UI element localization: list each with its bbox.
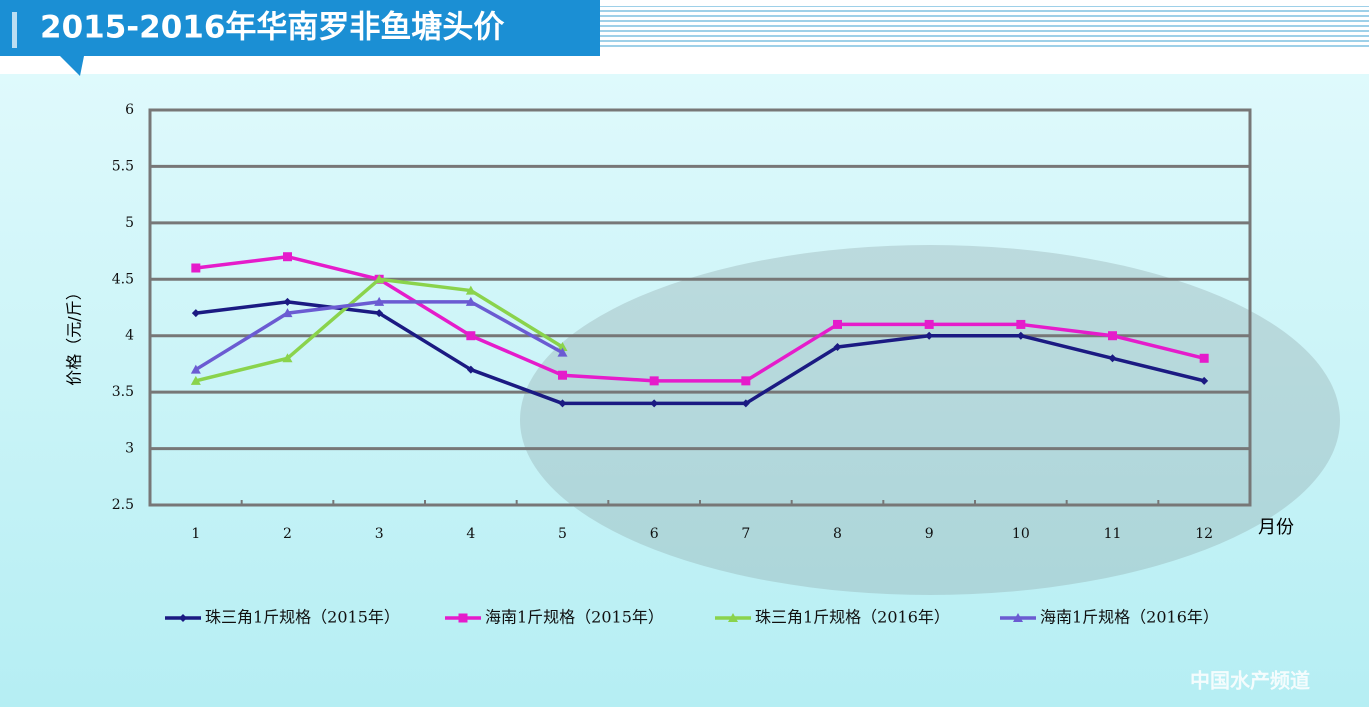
data-point [833, 319, 842, 329]
data-point [557, 347, 568, 357]
banner-mark [12, 12, 17, 48]
series-line [195, 254, 1205, 383]
data-point [1199, 353, 1209, 363]
series-line [195, 300, 1205, 406]
data-point [558, 370, 567, 380]
data-point [924, 319, 934, 329]
x-tick-label: 11 [1104, 526, 1122, 542]
data-point [1016, 331, 1025, 340]
x-tick-label: 3 [375, 526, 384, 542]
legend-marker [1013, 613, 1023, 622]
x-axis-label: 月份 [1258, 517, 1294, 538]
data-point [190, 364, 201, 374]
data-point [282, 308, 293, 318]
data-point [925, 331, 934, 340]
data-point [741, 399, 750, 408]
legend-marker [728, 613, 738, 622]
x-tick-label: 10 [1012, 526, 1030, 542]
data-point [558, 399, 567, 408]
legend-label: 珠三角1斤规格（2015年） [205, 608, 400, 627]
x-tick-label: 6 [650, 526, 659, 542]
legend-marker [458, 613, 468, 623]
title-banner [0, 0, 600, 76]
legend-marker [179, 614, 187, 622]
data-point [282, 353, 293, 363]
header-stripes [600, 6, 1369, 50]
y-tick-label: 4.5 [112, 271, 134, 287]
data-point [375, 309, 384, 318]
x-tick-label: 1 [191, 526, 200, 542]
x-tick-label: 12 [1195, 526, 1213, 542]
data-point [465, 296, 476, 306]
y-tick-label: 2.5 [112, 497, 134, 513]
y-tick-label: 3 [125, 441, 134, 457]
data-point [1200, 376, 1209, 385]
data-point [1108, 354, 1117, 363]
x-tick-label: 4 [466, 526, 475, 542]
data-point [283, 297, 292, 306]
x-tick-label: 7 [741, 526, 750, 542]
data-point [557, 342, 568, 351]
data-point [466, 331, 476, 341]
data-point [283, 252, 292, 262]
data-point [650, 399, 659, 408]
data-point [465, 285, 476, 295]
y-tick-label: 4 [125, 328, 134, 344]
y-tick-label: 6 [125, 102, 134, 118]
data-point [374, 274, 385, 284]
data-point [190, 375, 201, 385]
data-point [1108, 331, 1117, 341]
x-tick-label: 8 [833, 526, 842, 542]
y-tick-label: 5.5 [112, 158, 134, 174]
y-axis-label: 价格（元/斤） [65, 284, 84, 385]
data-point [1016, 319, 1026, 329]
legend-label: 海南1斤规格（2015年） [485, 608, 664, 627]
y-tick-label: 5 [125, 215, 134, 231]
data-point [191, 309, 200, 318]
fish-illustration [520, 245, 1340, 595]
legend-label: 珠三角1斤规格（2016年） [755, 608, 950, 627]
chart-title: 2015-2016年华南罗非鱼塘头价 [40, 10, 504, 46]
x-tick-label: 2 [283, 526, 292, 542]
data-point [649, 376, 659, 386]
data-point [741, 376, 751, 386]
x-tick-label: 5 [558, 526, 567, 542]
watermark: 中国水产频道 [1190, 669, 1310, 693]
data-point [191, 263, 201, 273]
data-point [466, 365, 475, 374]
legend-label: 海南1斤规格（2016年） [1040, 608, 1219, 627]
data-point [374, 296, 385, 306]
data-point [833, 343, 842, 351]
y-tick-label: 3.5 [112, 384, 134, 400]
x-tick-label: 9 [925, 526, 934, 542]
